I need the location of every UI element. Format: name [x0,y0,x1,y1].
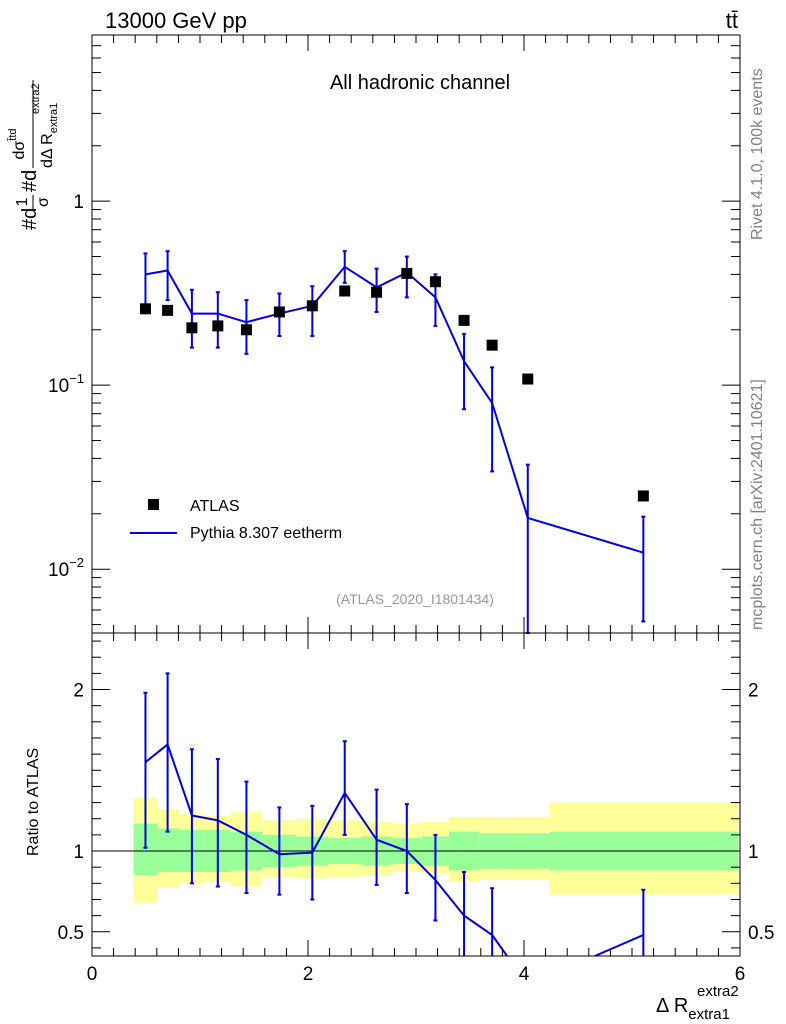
ylabel-frac2-den: dΔ Rextra1 [39,103,60,168]
ylabel-frac2-num: dσt̄td [7,128,28,159]
main-axis-ticks: 110−110−2 [48,34,741,633]
xlabel-sup: extra2 [697,983,739,1000]
analysis-watermark: (ATLAS_2020_I1801434) [336,591,494,607]
ylabel-frac2-den-sup: extra2 [30,83,42,114]
ratio-inner-band [157,828,179,873]
atlas-data-point [458,314,470,326]
ratio-x-axis-label: Δ Rextra1 [656,995,730,1023]
main-y-tick-label: 1 [73,192,84,213]
atlas-data-point [522,373,534,385]
ylabel-frac2-den-sub: extra1 [48,103,60,134]
ylabel-part-2: #d [19,170,41,192]
ratio-y-tick-label: 0.5 [58,923,84,944]
ratio-data [92,672,740,956]
rivet-label: Rivet 4.1.0, 100k events [749,68,766,240]
xlabel-sub: extra1 [688,1006,730,1023]
ylabel-frac2-den-main: dΔ R [39,133,56,168]
atlas-data-point [371,286,383,298]
ylabel-frac1-num: 1 [14,197,31,206]
main-y-tick-exp: −2 [69,555,84,570]
main-data [139,250,649,634]
xlabel-main: Δ R [656,995,688,1017]
ratio-x-tick-label: 4 [519,964,530,985]
energy-label: 13000 GeV pp [105,8,247,33]
atlas-data-point [486,339,498,351]
main-y-tick-label: 10−1 [48,371,84,397]
main-panel: 110−110−2 All hadronic channel (ATLAS_20… [7,34,741,634]
ratio-panel: 0 2 4 60.5 0.51 12 2 Ratio to ATLAS Δ Rextra1 … [25,632,774,1023]
ratio-x-tick-label: 6 [735,964,746,985]
ylabel-frac2-num-sup: t̄td [7,128,19,141]
atlas-data-point [339,285,351,297]
ratio-y-tick-label: 2 [73,681,84,702]
main-title: All hadronic channel [330,72,510,94]
legend-pythia-label: Pythia 8.307 eetherm [190,525,342,542]
ratio-y-tick-label: 1 [73,842,84,863]
mcplots-label: mcplots.cern.ch [arXiv:2401.10621] [749,379,766,630]
atlas-data-point [306,300,318,312]
atlas-data-point [429,276,441,288]
main-y-tick-label: 10−2 [48,555,84,581]
atlas-data-point [240,324,252,336]
ratio-axis-ticks: 0 2 4 60.5 0.51 12 2 [58,633,774,985]
ylabel-frac1-den: σ [35,197,52,207]
ylabel-frac2-num-main: dσ [11,141,28,160]
main-y-tick-base: 10 [48,560,69,581]
ratio-y-tick-label-right: 2 [748,681,759,702]
legend: ATLAS Pythia 8.307 eetherm [130,498,342,542]
main-y-axis-label: #d 1 σ #d dσt̄td dΔ Rextra1 extra2 [7,80,60,230]
ratio-y-tick-label-right: 0.5 [748,923,774,944]
pythia-series-line [145,265,644,554]
atlas-data-point [162,304,174,316]
atlas-data-point [401,267,413,279]
ratio-inner-band [133,823,158,876]
atlas-data-point [273,306,285,318]
ratio-x-tick-label: 0 [87,964,98,985]
atlas-data-point [212,320,224,332]
atlas-data-point [637,490,649,502]
process-label: tt̄ [726,8,738,33]
ratio-series-line [144,742,644,956]
svg-text:#d: #d [19,208,41,230]
ratio-x-tick-label: 2 [303,964,314,985]
ylabel-part-1: #d [19,208,41,230]
legend-atlas-marker [148,499,159,510]
legend-atlas-label: ATLAS [190,498,240,515]
ratio-y-tick-label-right: 1 [748,842,759,863]
atlas-data-point [139,303,151,315]
svg-text:#d: #d [19,170,41,192]
ratio-y-axis-label: Ratio to ATLAS [25,748,42,856]
main-y-tick-exp: −1 [69,371,84,386]
atlas-data-point [186,322,198,334]
main-y-tick-base: 10 [48,376,69,397]
